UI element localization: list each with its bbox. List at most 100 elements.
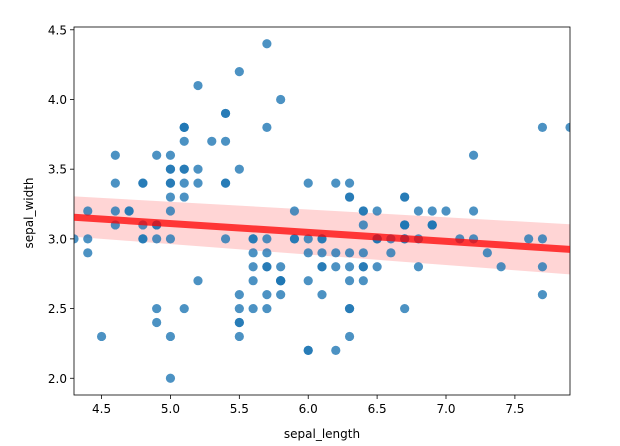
x-axis-ticks: 4.5 5.0 5.5 6.0 6.5 7.0 7.5 — [92, 395, 524, 416]
data-point — [344, 262, 355, 272]
data-point — [537, 290, 548, 300]
data-point — [248, 234, 258, 244]
data-point — [193, 80, 203, 91]
data-point — [220, 234, 231, 244]
data-point — [276, 290, 286, 300]
data-point — [179, 136, 189, 146]
data-point — [248, 276, 258, 286]
data-point — [358, 262, 368, 272]
data-point — [344, 276, 355, 286]
data-point — [179, 192, 189, 202]
data-point — [152, 303, 162, 314]
y-tick-label: 4.0 — [48, 93, 67, 107]
data-point — [248, 248, 258, 258]
data-point — [537, 122, 548, 132]
data-point — [152, 150, 162, 160]
data-point — [317, 290, 327, 300]
data-point — [220, 136, 231, 146]
data-point — [165, 206, 176, 216]
data-point — [427, 220, 437, 230]
data-point — [537, 262, 548, 272]
plot-frame — [73, 26, 571, 396]
data-point — [565, 122, 570, 132]
data-point — [124, 206, 134, 216]
data-point — [165, 234, 176, 244]
data-point — [234, 317, 244, 328]
data-point — [303, 248, 313, 258]
data-point — [83, 248, 93, 258]
data-point — [248, 303, 258, 314]
data-point — [386, 248, 396, 258]
data-point — [262, 290, 272, 300]
data-point — [152, 317, 162, 328]
scatter-points-layer — [74, 39, 570, 383]
data-point — [317, 262, 327, 272]
data-point — [344, 192, 355, 202]
data-point — [262, 262, 272, 272]
data-point — [74, 234, 79, 244]
data-point — [468, 150, 479, 160]
regression-line-layer — [74, 213, 570, 253]
data-point — [262, 39, 272, 49]
data-point — [358, 220, 368, 230]
data-point — [179, 303, 189, 314]
data-point — [96, 331, 107, 342]
data-point — [303, 234, 313, 244]
y-tick-label: 2.0 — [48, 372, 67, 386]
y-tick-label: 4.5 — [48, 23, 67, 37]
data-point — [344, 248, 355, 258]
data-point — [358, 206, 368, 216]
data-point — [289, 234, 300, 244]
data-point — [165, 178, 176, 188]
data-point — [138, 178, 148, 188]
data-point — [372, 206, 382, 216]
data-point — [400, 220, 410, 230]
data-point — [83, 206, 93, 216]
data-point — [276, 276, 286, 286]
data-point — [468, 206, 479, 216]
data-point — [234, 303, 244, 314]
data-point — [248, 262, 258, 272]
data-point — [165, 150, 176, 160]
data-point — [441, 206, 451, 216]
x-tick-label: 6.0 — [299, 402, 318, 416]
y-tick-label: 3.5 — [48, 163, 67, 177]
y-tick-label: 2.5 — [48, 302, 67, 316]
data-point — [303, 276, 313, 286]
data-point — [537, 234, 548, 244]
data-point — [220, 108, 231, 119]
data-point — [289, 206, 300, 216]
data-point — [262, 122, 272, 132]
data-point — [234, 164, 244, 174]
y-axis-ticks: 2.0 2.5 3.0 3.5 4.0 4.5 — [48, 23, 74, 386]
x-tick-label: 6.5 — [368, 402, 387, 416]
data-point — [193, 178, 203, 188]
data-point — [165, 192, 176, 202]
data-point — [524, 234, 534, 244]
data-point — [331, 248, 341, 258]
data-point — [165, 373, 176, 383]
data-point — [234, 331, 244, 342]
data-point — [276, 262, 286, 272]
regression-line — [74, 213, 570, 253]
data-point — [83, 234, 93, 244]
data-point — [110, 178, 120, 188]
data-point — [400, 303, 410, 314]
data-point — [179, 122, 189, 132]
data-point — [220, 178, 231, 188]
data-point — [303, 178, 313, 188]
data-point — [234, 290, 244, 300]
data-point — [303, 345, 313, 355]
data-point — [496, 262, 506, 272]
data-point — [331, 262, 341, 272]
data-point — [331, 345, 341, 355]
data-point — [165, 164, 176, 174]
data-point — [344, 178, 355, 188]
x-tick-label: 4.5 — [92, 402, 111, 416]
data-point — [317, 248, 327, 258]
data-point — [193, 164, 203, 174]
x-tick-label: 7.0 — [436, 402, 455, 416]
data-point — [413, 206, 424, 216]
y-tick-label: 3.0 — [48, 232, 67, 246]
data-point — [152, 234, 162, 244]
